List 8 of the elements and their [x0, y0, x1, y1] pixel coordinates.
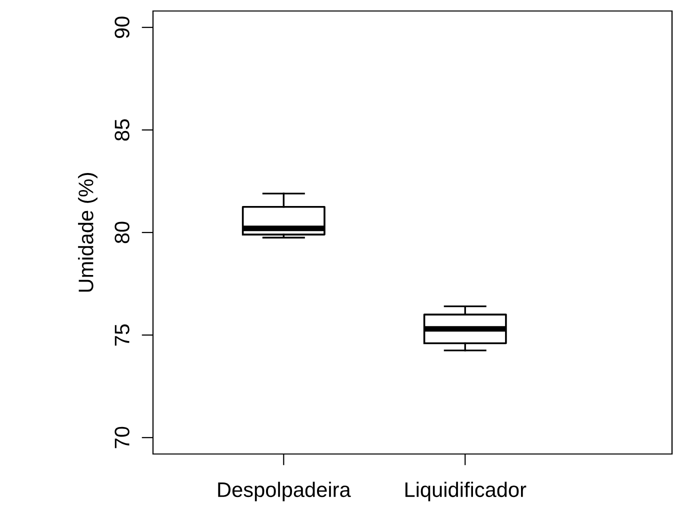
x-tick-label: Despolpadeira [218, 482, 351, 502]
y-tick-label: 80 [114, 222, 130, 244]
y-tick-label: 75 [114, 324, 130, 346]
x-tick-label: Liquidificador [405, 482, 526, 502]
y-tick-label: 90 [114, 16, 130, 38]
y-axis-title: Umidade (%) [78, 173, 98, 292]
y-tick-label: 85 [114, 119, 130, 141]
y-tick-label: 70 [114, 426, 130, 448]
